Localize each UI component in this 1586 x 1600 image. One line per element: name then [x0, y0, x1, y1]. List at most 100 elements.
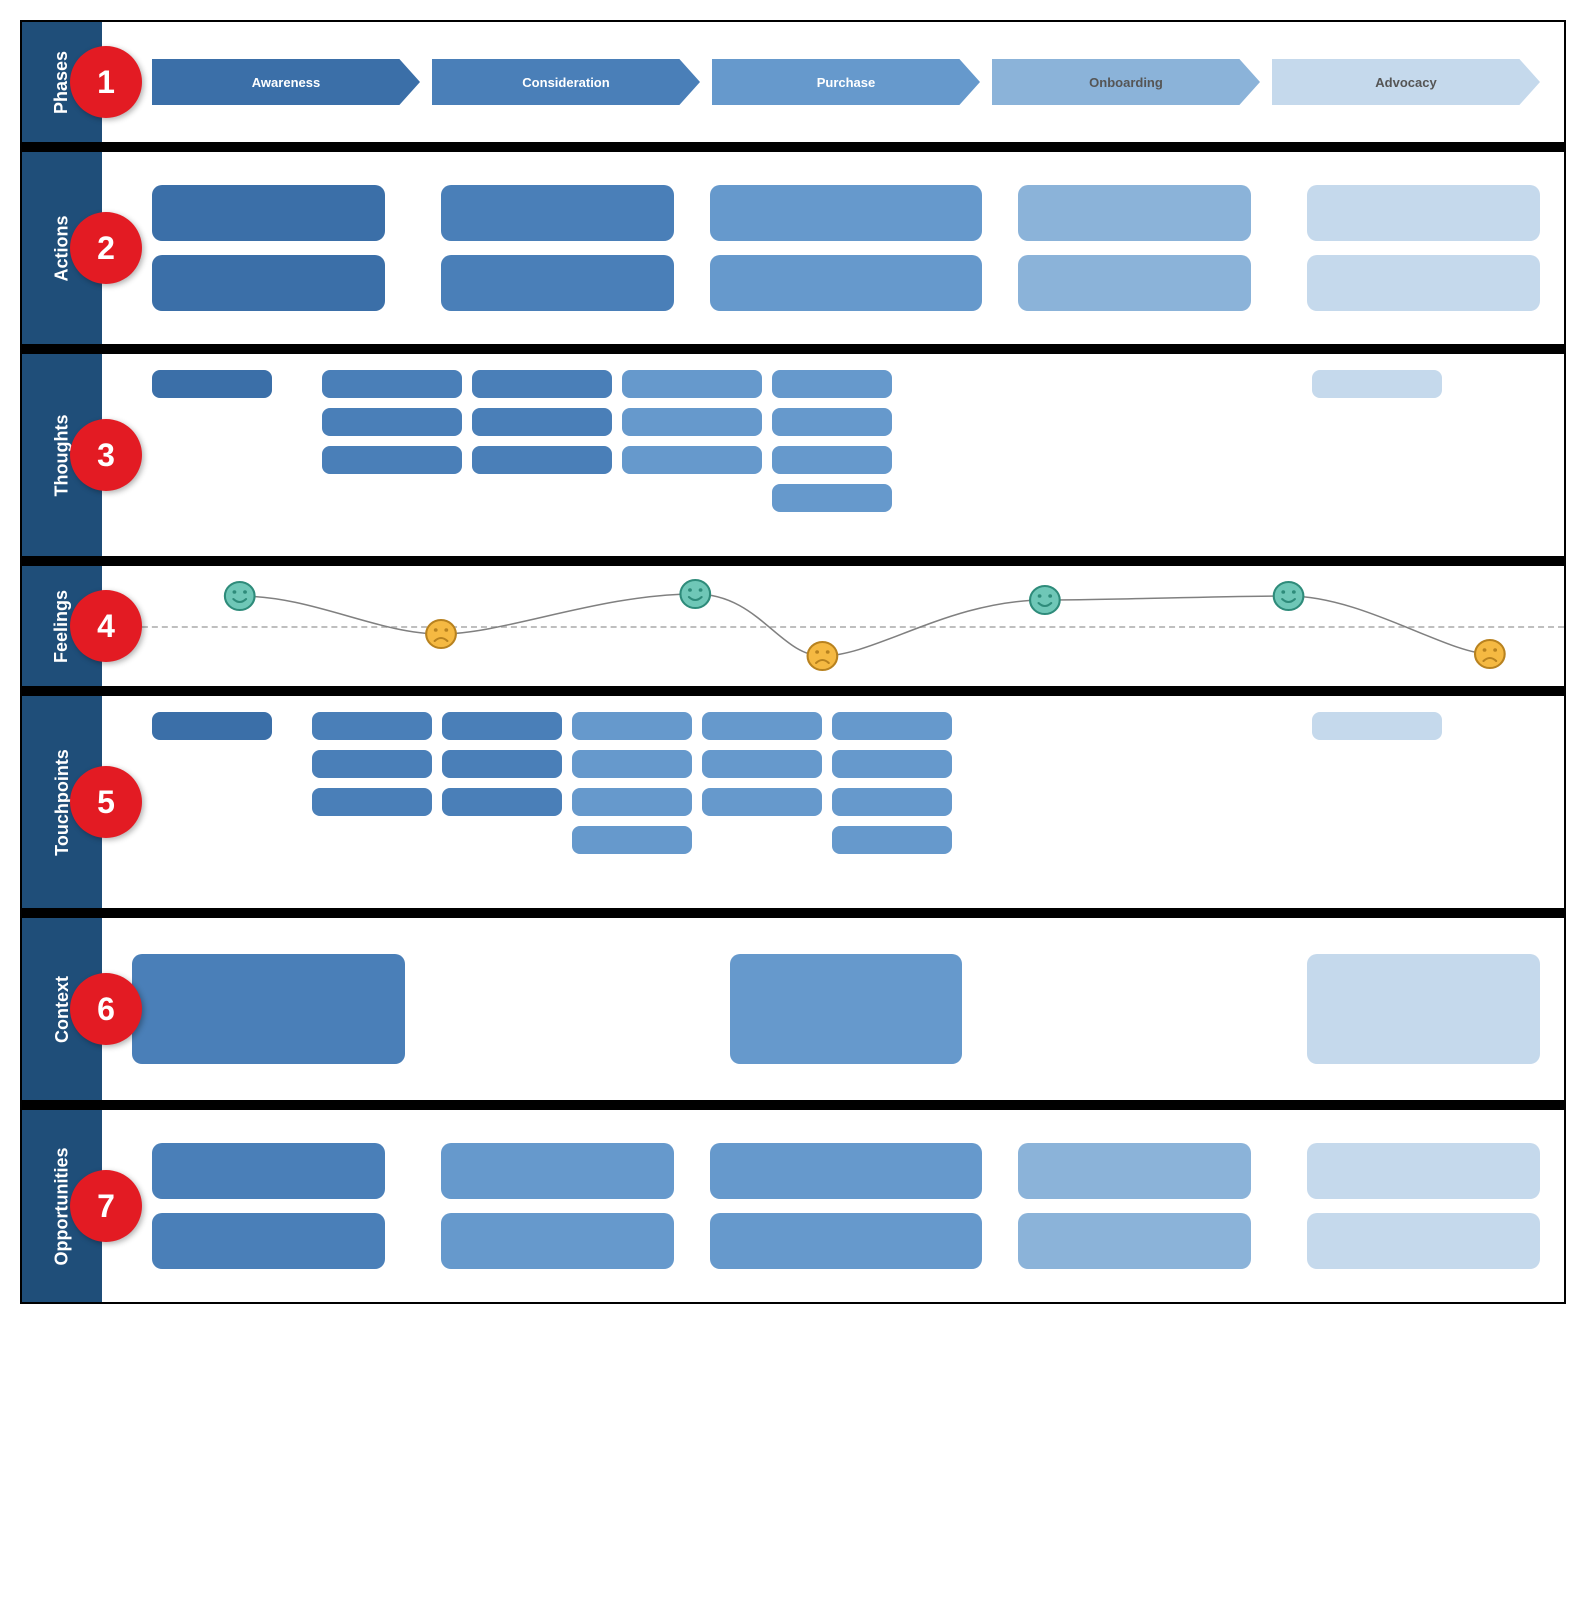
- chip-column: [832, 712, 952, 854]
- row-opportunities: Opportunities 7: [22, 1110, 1564, 1302]
- chip-column: [702, 712, 822, 816]
- card: [441, 1213, 674, 1269]
- card: [1018, 1143, 1251, 1199]
- phase-label: Advocacy: [1375, 75, 1436, 90]
- badge-3: 3: [70, 419, 142, 491]
- phase-arrow: Onboarding: [992, 59, 1260, 105]
- card: [710, 255, 983, 311]
- phase-label: Awareness: [252, 75, 320, 90]
- customer-journey-map: Phases 1 AwarenessConsiderationPurchaseO…: [20, 20, 1566, 1304]
- chip: [772, 370, 892, 398]
- card: [1018, 185, 1251, 241]
- chip: [152, 712, 272, 740]
- context-card: [730, 954, 963, 1064]
- chip: [472, 446, 612, 474]
- row-context: Context 6: [22, 918, 1564, 1110]
- card: [1307, 1143, 1540, 1199]
- chip: [832, 826, 952, 854]
- card: [152, 255, 385, 311]
- row-phases: Phases 1 AwarenessConsiderationPurchaseO…: [22, 22, 1564, 152]
- chip-column: [312, 712, 432, 816]
- card: [152, 1143, 385, 1199]
- phase-label: Purchase: [817, 75, 876, 90]
- badge-7: 7: [70, 1170, 142, 1242]
- chip-column: [442, 712, 562, 816]
- chip: [572, 750, 692, 778]
- chip: [772, 446, 892, 474]
- chip: [572, 712, 692, 740]
- row-touchpoints: Touchpoints 5: [22, 696, 1564, 918]
- actions-content: [102, 152, 1564, 344]
- chip-column: [472, 370, 612, 474]
- card: [441, 255, 674, 311]
- chip: [1312, 712, 1442, 740]
- thoughts-content: [102, 354, 1564, 556]
- chip: [322, 446, 462, 474]
- chip: [472, 408, 612, 436]
- chip-column: [772, 370, 892, 512]
- chip: [472, 370, 612, 398]
- chip: [322, 408, 462, 436]
- sad-face-icon: [1475, 640, 1505, 668]
- chip: [622, 408, 762, 436]
- chip: [832, 788, 952, 816]
- phase-arrow: Consideration: [432, 59, 700, 105]
- chip-column: [1312, 712, 1442, 740]
- context-card: [1307, 954, 1540, 1064]
- chip: [312, 750, 432, 778]
- row-actions: Actions 2: [22, 152, 1564, 354]
- chip: [772, 408, 892, 436]
- badge-2: 2: [70, 212, 142, 284]
- card: [1018, 1213, 1251, 1269]
- chip-column: [152, 712, 272, 740]
- feelings-content: [102, 566, 1564, 686]
- happy-face-icon: [1274, 582, 1304, 610]
- chip-column: [152, 370, 272, 398]
- chip: [772, 484, 892, 512]
- happy-face-icon: [1030, 586, 1060, 614]
- chip: [1312, 370, 1442, 398]
- chip: [622, 370, 762, 398]
- chip: [572, 826, 692, 854]
- chip: [322, 370, 462, 398]
- touchpoints-content: [102, 696, 1564, 908]
- phase-label: Onboarding: [1089, 75, 1163, 90]
- badge-6: 6: [70, 973, 142, 1045]
- phase-arrow: Purchase: [712, 59, 980, 105]
- chip-column: [572, 712, 692, 854]
- card: [441, 1143, 674, 1199]
- chip: [442, 788, 562, 816]
- row-thoughts: Thoughts 3: [22, 354, 1564, 566]
- chip: [702, 750, 822, 778]
- chip-column: [322, 370, 462, 474]
- chip: [702, 788, 822, 816]
- card: [152, 1213, 385, 1269]
- sad-face-icon: [426, 620, 456, 648]
- chip: [572, 788, 692, 816]
- happy-face-icon: [225, 582, 255, 610]
- feelings-curve: [102, 566, 1564, 686]
- chip: [152, 370, 272, 398]
- chip: [312, 788, 432, 816]
- chip: [442, 750, 562, 778]
- card: [152, 185, 385, 241]
- chip: [622, 446, 762, 474]
- card: [1307, 185, 1540, 241]
- card: [441, 185, 674, 241]
- card: [710, 1213, 983, 1269]
- chip-column: [1312, 370, 1442, 398]
- phases-content: Awareness Consideration Purchase Onboarding…: [102, 22, 1564, 142]
- phase-arrow: Awareness: [152, 59, 420, 105]
- row-feelings: Feelings 4: [22, 566, 1564, 696]
- phase-arrow: Advocacy: [1272, 59, 1540, 105]
- chip: [832, 712, 952, 740]
- badge-1: 1: [70, 46, 142, 118]
- card: [1307, 1213, 1540, 1269]
- happy-face-icon: [680, 580, 710, 608]
- context-card: [132, 954, 405, 1064]
- chip-column: [622, 370, 762, 474]
- phase-label: Consideration: [522, 75, 609, 90]
- opportunities-content: [102, 1110, 1564, 1302]
- card: [710, 1143, 983, 1199]
- chip: [832, 750, 952, 778]
